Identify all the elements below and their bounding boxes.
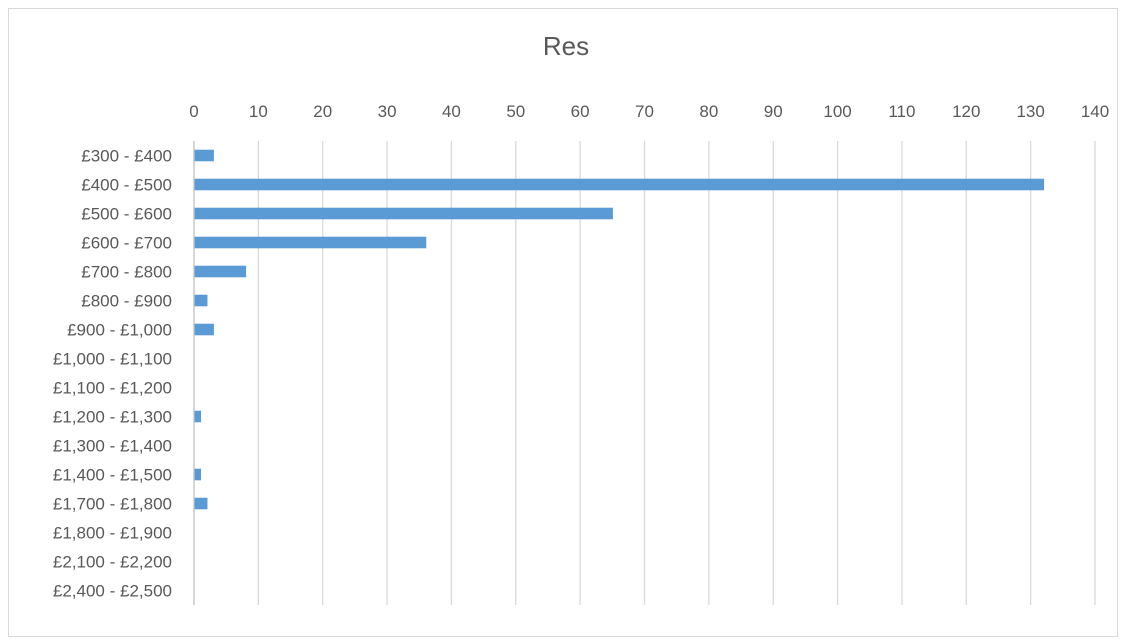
x-tick-label: 10 (249, 102, 268, 121)
x-tick-label: 50 (506, 102, 525, 121)
x-tick-label: 40 (442, 102, 461, 121)
bar (194, 265, 247, 278)
category-label: £800 - £900 (81, 292, 172, 311)
x-tick-label: 60 (571, 102, 590, 121)
bar (194, 149, 214, 162)
category-label: £1,100 - £1,200 (53, 379, 172, 398)
x-tick-label: 0 (189, 102, 198, 121)
bar (194, 468, 202, 481)
x-tick-label: 100 (823, 102, 851, 121)
category-label: £1,200 - £1,300 (53, 408, 172, 427)
x-tick-label: 130 (1016, 102, 1044, 121)
x-tick-label: 30 (378, 102, 397, 121)
category-label: £1,300 - £1,400 (53, 437, 172, 456)
category-label: £2,400 - £2,500 (53, 582, 172, 601)
bar (194, 410, 202, 423)
x-tick-label: 20 (313, 102, 332, 121)
x-tick-label: 110 (888, 102, 915, 121)
category-label: £2,100 - £2,200 (53, 553, 172, 572)
x-tick-label: 140 (1081, 102, 1109, 121)
bar (194, 497, 208, 510)
category-label: £600 - £700 (81, 234, 172, 253)
x-tick-label: 120 (952, 102, 980, 121)
bar (194, 236, 427, 249)
category-label: £1,700 - £1,800 (53, 495, 172, 514)
chart-title: Res (543, 31, 589, 61)
x-tick-label: 80 (699, 102, 718, 121)
bar (194, 294, 208, 307)
x-tick-label: 70 (635, 102, 654, 121)
category-label: £1,400 - £1,500 (53, 466, 172, 485)
chart-frame (8, 8, 1118, 637)
category-label: £1,800 - £1,900 (53, 524, 172, 543)
bar (194, 207, 613, 220)
category-label: £700 - £800 (81, 263, 172, 282)
bar (194, 323, 214, 336)
category-label: £400 - £500 (81, 176, 172, 195)
bar (194, 178, 1045, 191)
category-label: £900 - £1,000 (67, 321, 172, 340)
category-label: £500 - £600 (81, 205, 172, 224)
category-label: £1,000 - £1,100 (53, 350, 172, 369)
category-label: £300 - £400 (81, 147, 172, 166)
x-tick-label: 90 (764, 102, 783, 121)
